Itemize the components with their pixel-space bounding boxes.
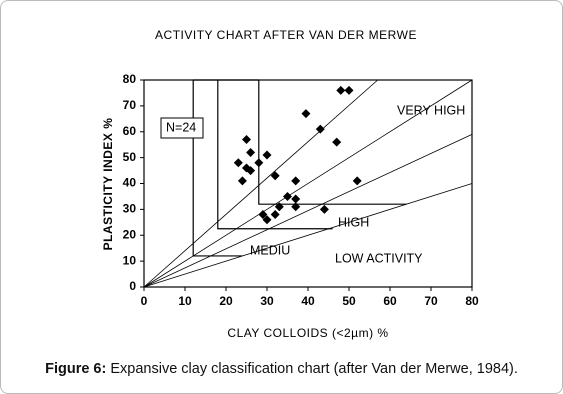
point: [291, 194, 301, 204]
activity-line: [143, 183, 473, 288]
y-tick-label: 50: [123, 150, 137, 164]
point: [274, 202, 284, 212]
annotation-box: [160, 117, 204, 139]
x-tick-label: 70: [424, 294, 438, 308]
caption: Figure 6: Expansive clay classification …: [1, 361, 562, 377]
point: [291, 176, 301, 186]
y-tick-label: 40: [123, 176, 137, 190]
x-tick-label: 20: [219, 294, 233, 308]
point: [270, 210, 280, 220]
zone-line: [217, 80, 333, 230]
activity-line: [143, 79, 473, 288]
annotation: VERY HIGH: [397, 103, 465, 117]
activity-line: [143, 133, 473, 288]
point: [254, 158, 264, 168]
x-tick-label: 60: [383, 294, 397, 308]
point: [344, 85, 354, 95]
y-tick-label: 10: [123, 253, 137, 267]
point: [352, 176, 362, 186]
point: [262, 150, 272, 160]
point: [332, 137, 342, 147]
zone-line: [258, 80, 407, 205]
x-tick-label: 30: [260, 294, 274, 308]
x-tick-label: 80: [465, 294, 479, 308]
annotation: N=24: [166, 120, 196, 134]
y-axis-label: PLASTICITY INDEX %: [101, 118, 115, 251]
x-tick-label: 10: [178, 294, 192, 308]
point: [315, 124, 325, 134]
annotation: LOW ACTIVITY: [335, 251, 423, 265]
point: [319, 204, 329, 214]
point: [301, 109, 311, 119]
x-tick-label: 0: [141, 294, 148, 308]
chart: ACTIVITY CHART AFTER VAN DER MERWE CLAY …: [101, 28, 479, 340]
activity-line: [143, 79, 378, 288]
caption-text: Expansive clay classification chart (aft…: [106, 361, 518, 377]
point: [246, 166, 256, 176]
point: [270, 171, 280, 181]
y-tick-label: 0: [129, 279, 136, 293]
annotation: MEDIU: [250, 243, 290, 257]
y-tick-label: 70: [123, 98, 137, 112]
point: [336, 85, 346, 95]
point: [246, 147, 256, 157]
point: [291, 202, 301, 212]
point: [283, 191, 292, 201]
y-tick-label: 20: [123, 227, 137, 241]
chart-title: ACTIVITY CHART AFTER VAN DER MERWE: [155, 28, 417, 42]
y-tick-label: 60: [123, 124, 137, 138]
point: [242, 135, 251, 145]
x-tick-label: 50: [342, 294, 356, 308]
caption-label: Figure 6:: [45, 361, 107, 377]
y-tick-label: 80: [123, 72, 137, 86]
point: [258, 210, 268, 220]
zone-line: [192, 80, 243, 257]
x-axis-label: CLAY COLLOIDS (<2µm) %: [227, 326, 388, 340]
x-tick-label: 40: [301, 294, 315, 308]
annotation: HIGH: [338, 215, 369, 229]
point: [237, 176, 247, 186]
point: [262, 215, 272, 225]
point: [233, 158, 243, 168]
y-tick-label: 30: [123, 202, 137, 216]
